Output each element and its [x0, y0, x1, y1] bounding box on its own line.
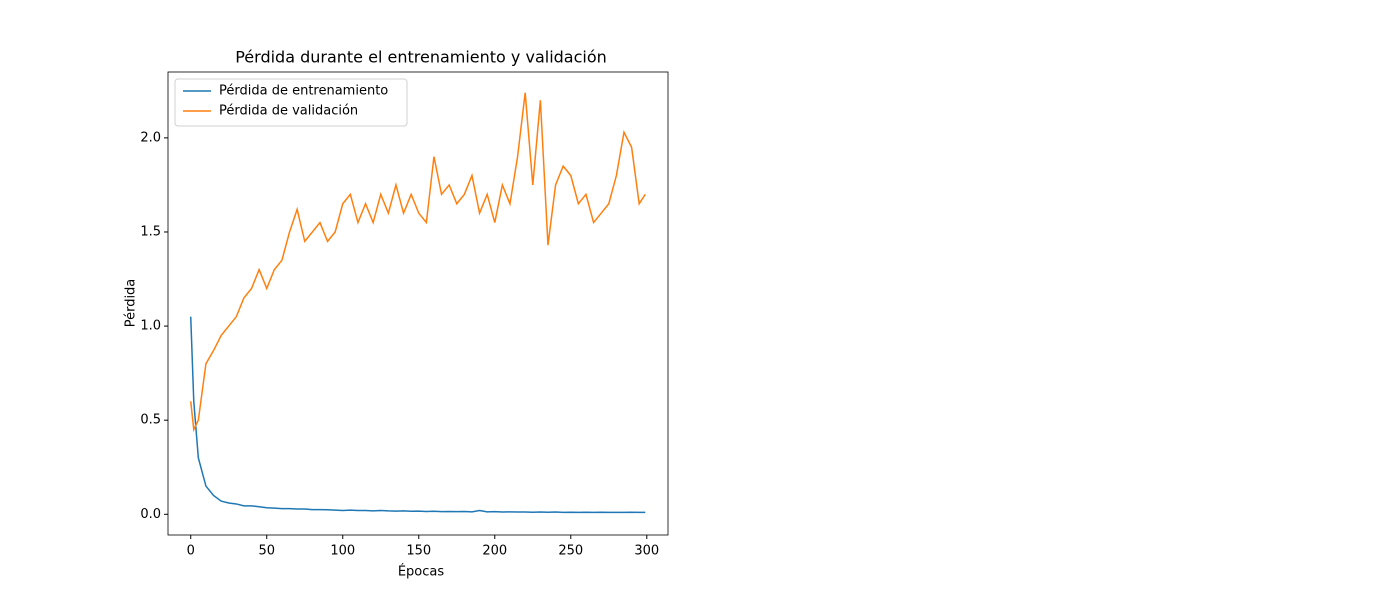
y-tick-label: 0.0: [140, 507, 161, 522]
x-tick-label: 200: [482, 544, 507, 559]
legend-label: Pérdida de validación: [219, 104, 358, 119]
y-axis-label: Pérdida: [124, 279, 139, 328]
x-tick-label: 100: [330, 544, 355, 559]
x-tick-label: 300: [634, 544, 659, 559]
x-tick-label: 150: [406, 544, 431, 559]
legend-box: [174, 78, 408, 127]
y-tick-label: 1.5: [140, 224, 161, 239]
line-series: [189, 316, 646, 514]
x-tick-label: 50: [258, 544, 275, 559]
y-tick-label: 0.5: [140, 413, 161, 428]
line-series: [189, 92, 646, 433]
plot-frame: [167, 71, 669, 536]
x-tick-label: 0: [187, 544, 195, 559]
x-axis-label: Épocas: [398, 564, 445, 580]
y-tick-label: 1.0: [140, 319, 161, 334]
x-tick-label: 250: [558, 544, 583, 559]
legend-label: Pérdida de entrenamiento: [219, 84, 388, 99]
y-tick-label: 2.0: [140, 130, 161, 145]
chart-title: Pérdida durante el entrenamiento y valid…: [235, 48, 607, 67]
